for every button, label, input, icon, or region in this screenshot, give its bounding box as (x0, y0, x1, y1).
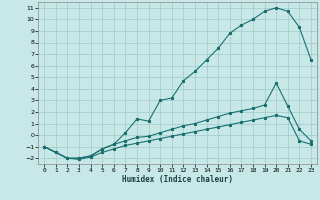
X-axis label: Humidex (Indice chaleur): Humidex (Indice chaleur) (122, 175, 233, 184)
